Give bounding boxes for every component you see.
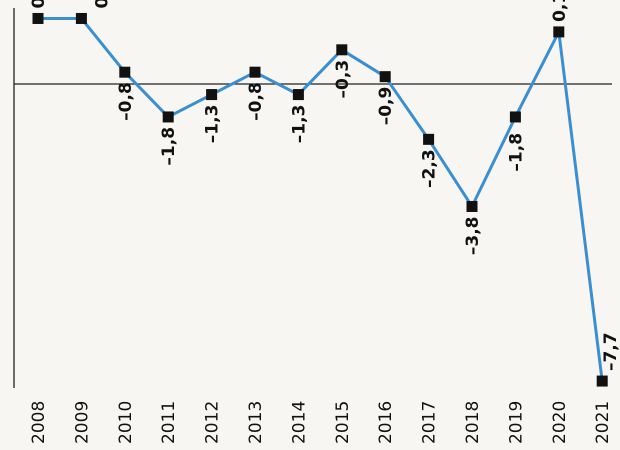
data-point-marker — [32, 12, 44, 24]
data-label: –1,8 — [159, 127, 179, 166]
data-label-layer: 0,4 0,4 –0,8 –1,8 –1,3 –0,8 –1,3 –0,3 –0,9 –2,3 –3… — [29, 0, 620, 371]
data-label: –1,8 — [506, 133, 526, 172]
data-label: –0,9 — [376, 87, 396, 126]
data-label: –0,8 — [116, 82, 136, 121]
data-label: –2,3 — [420, 149, 440, 188]
data-point-marker — [466, 200, 478, 212]
data-point-marker — [292, 89, 304, 101]
data-label: –1,3 — [203, 105, 223, 144]
data-point-marker — [509, 111, 521, 123]
x-tick-label: 2009 — [72, 401, 92, 444]
data-point-marker — [162, 111, 174, 123]
data-point-marker — [379, 71, 391, 83]
x-tick-label: 2019 — [506, 401, 526, 444]
x-tick-label: 2020 — [550, 401, 570, 444]
x-tick-label: 2013 — [246, 401, 266, 444]
data-label: 0,4 — [92, 0, 112, 8]
x-tick-label: 2018 — [463, 401, 483, 444]
data-point-marker — [249, 66, 261, 78]
data-label: 0,4 — [29, 0, 49, 8]
data-point-marker — [596, 375, 608, 387]
x-tick-label: 2010 — [116, 401, 136, 444]
data-point-marker — [553, 26, 565, 38]
x-tick-label: 2011 — [159, 401, 179, 444]
data-label: 0,1 — [550, 0, 570, 22]
series-layer — [32, 12, 608, 387]
data-point-marker — [119, 66, 131, 78]
x-tick-label: 2012 — [203, 401, 223, 444]
series-line — [38, 16, 604, 382]
x-tick-label: 2014 — [289, 401, 309, 444]
x-tick-label: 2008 — [29, 401, 49, 444]
data-label: –0,3 — [333, 60, 353, 99]
data-point-marker — [423, 133, 435, 145]
x-tick-label: 2017 — [420, 401, 440, 444]
data-label: –3,8 — [463, 216, 483, 255]
x-tick-label: 2021 — [593, 401, 613, 444]
x-tick-layer: 2008 2009 2010 2011 2012 2013 2014 2015 2016 2017… — [29, 401, 613, 444]
data-point-marker — [336, 44, 348, 56]
data-label: –7,7 — [601, 332, 620, 371]
data-label: –1,3 — [289, 105, 309, 144]
x-tick-label: 2015 — [333, 401, 353, 444]
x-tick-label: 2016 — [376, 401, 396, 444]
data-label: –0,8 — [246, 82, 266, 121]
data-point-marker — [75, 12, 87, 24]
data-point-marker — [206, 89, 218, 101]
